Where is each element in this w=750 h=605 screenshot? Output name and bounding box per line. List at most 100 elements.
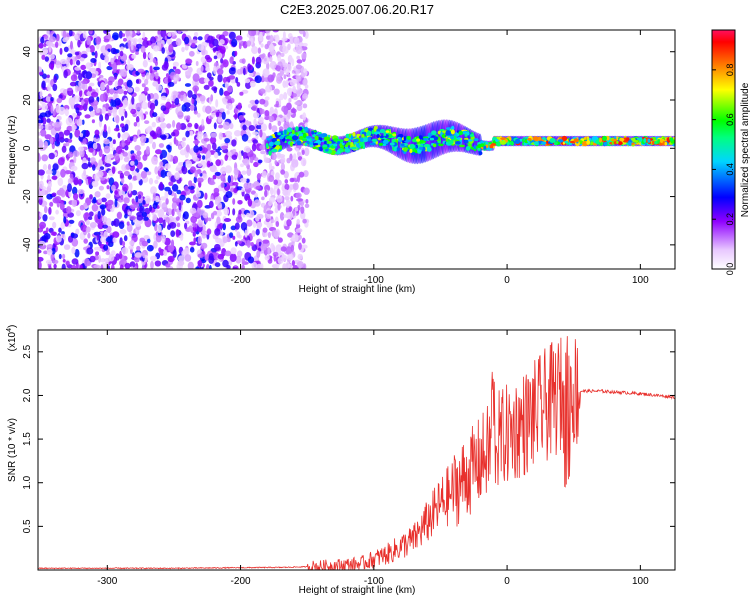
spectrogram-cell [264,57,267,62]
spectrogram-cell [63,69,68,79]
spectrogram-cell [362,137,369,143]
spectrogram-cell [166,144,171,150]
spectrogram-cell [154,195,160,203]
spectrogram-cell [224,154,228,161]
spectrogram-cell [232,198,236,205]
spectrogram-cell [44,206,48,214]
spectrogram-cell [324,140,327,145]
spectrogram-cell [275,172,280,181]
snr-multiplier-base: (x10 [7,331,18,351]
spectrogram-cell [160,169,167,178]
spectrogram-cell [318,133,324,138]
spectrogram-cell [268,161,272,171]
spectrogram-cell [45,96,51,102]
spectrogram-cell [60,58,67,65]
spectrogram-cell [64,108,69,117]
spectrogram-cell [42,117,47,125]
spectrogram-cell [79,133,84,138]
spectrogram-cell [264,254,270,261]
spectrogram-cell [42,164,48,171]
spectrogram-x-label: Height of straight line (km) [299,284,416,295]
spectrogram-cell [58,131,65,140]
spectrogram-cell [123,170,130,177]
spectrogram-cell [261,196,265,201]
spectrogram-cell [236,81,241,87]
spectrogram-cell [94,50,98,59]
spectrogram-cell [344,148,351,153]
spectrogram-cell [295,228,303,233]
spectrogram-cell [113,127,120,132]
spectrogram-cell [258,116,264,124]
spectrogram-cell [159,134,167,139]
spectrogram-cell [251,56,255,65]
spectrogram-cell [379,135,384,139]
spectrogram-cell [229,122,234,130]
spectrogram-cell [67,138,73,143]
spectrogram-cell [126,221,130,226]
spectrogram-cell [39,90,43,98]
spectrogram-cell [120,194,124,201]
spectrogram-cell [445,130,451,136]
spectrogram-cell [142,252,146,259]
spectrogram-cell [111,184,116,192]
spectrogram-cell [39,129,47,137]
spectrogram-cell [57,177,64,187]
spectrogram-cell [465,146,471,151]
spectrogram-cell [226,265,231,269]
spectrogram-cell [269,43,274,51]
spectrogram-cell [131,190,138,196]
spectrogram-cell [193,32,199,37]
spectrogram-cell [79,264,84,269]
spectrogram-cell [86,36,91,46]
spectrogram-cell [279,212,285,221]
spectrogram-cell [296,151,302,157]
spectrogram-cell [351,146,357,150]
snr-x-tick-label: 0 [504,576,510,587]
spectrogram-cell [280,52,285,58]
spectrogram-cell [285,69,290,76]
spectrogram-cell [296,104,303,112]
spectrogram-cell [187,261,194,269]
spectrogram-cell [213,152,219,159]
spectrogram-cell [232,148,237,153]
spectrogram-cell [259,88,266,94]
spectrogram-cell [248,30,256,37]
spectrogram-cell [292,79,298,84]
spectrogram-cell [222,59,229,68]
spectrogram-cell [121,133,128,140]
spectrogram-cell [149,65,153,74]
spectrogram-cell [193,176,197,184]
spectrogram-cell [85,219,90,226]
spectrogram-cell [38,153,41,162]
spectrogram-cell [92,100,99,106]
spectrogram-cell [163,249,168,256]
spectrogram-cell [359,141,364,147]
spectrogram-cell [230,78,237,84]
spectrogram-cell [89,110,96,118]
spectrogram-cell [146,238,151,244]
spectrogram-cell [71,238,79,247]
spectrogram-cell [94,191,101,198]
spectrogram-cell [203,84,210,90]
spectrogram-cell [49,137,54,145]
spectrogram-y-tick-label: 40 [22,46,33,58]
spectrogram-cell [278,136,284,140]
spectrogram-cell [148,52,153,59]
spectrogram-cell [256,173,261,181]
snr-multiplier: (x104) [6,325,18,352]
spectrogram-cell [233,187,238,194]
spectrogram-cell [88,86,93,92]
spectrogram-cell [76,86,82,92]
spectrogram-cell [127,58,131,66]
spectrogram-cell [112,112,117,117]
spectrogram-cell [112,237,117,244]
spectrogram-cell [153,45,160,52]
spectrogram-cell [87,232,91,239]
spectrogram-cell [259,129,263,138]
spectrogram-cell [161,234,166,244]
spectrogram-cell [361,131,367,135]
spectrogram-cell [173,91,179,96]
spectrogram-cell [362,144,366,150]
spectrogram-cell [92,196,97,203]
spectrogram-cell [46,74,50,79]
